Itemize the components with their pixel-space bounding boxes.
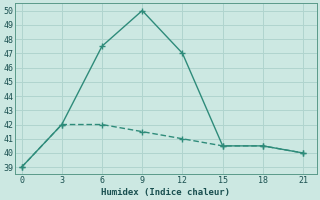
X-axis label: Humidex (Indice chaleur): Humidex (Indice chaleur): [101, 188, 230, 197]
